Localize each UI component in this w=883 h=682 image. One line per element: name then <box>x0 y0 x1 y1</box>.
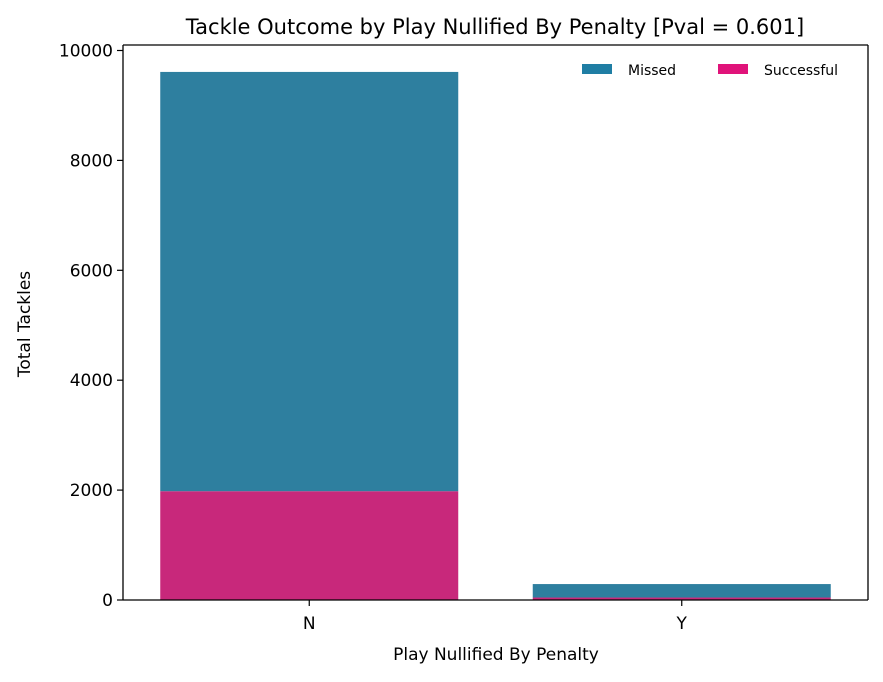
legend-label-successful: Successful <box>764 63 838 79</box>
y-tick-label: 8000 <box>70 151 113 171</box>
axes-group <box>122 44 869 601</box>
chart-title: Tackle Outcome by Play Nullified By Pena… <box>185 15 804 39</box>
x-tick-label: N <box>303 614 316 634</box>
y-axis-label: Total Tackles <box>15 271 35 378</box>
bar-missed-n <box>160 71 459 492</box>
bar-successful-y <box>532 597 831 600</box>
x-axis-label: Play Nullified By Penalty <box>393 645 599 665</box>
y-tick-label: 6000 <box>70 261 113 281</box>
x-tick-label: Y <box>676 614 688 634</box>
y-tick-label: 4000 <box>70 371 113 391</box>
legend-label-missed: Missed <box>628 63 676 79</box>
bar-successful-n <box>160 491 459 600</box>
y-ticks-group: 0 2000 4000 6000 8000 10000 <box>59 41 123 611</box>
y-tick-label: 10000 <box>59 41 113 61</box>
y-tick-label: 0 <box>102 591 113 611</box>
bars-group <box>160 71 831 600</box>
legend-swatch-successful <box>718 64 748 74</box>
legend: Missed Successful <box>582 63 838 79</box>
bar-missed-y <box>532 584 831 598</box>
y-tick-label: 2000 <box>70 481 113 501</box>
legend-swatch-missed <box>582 64 612 74</box>
